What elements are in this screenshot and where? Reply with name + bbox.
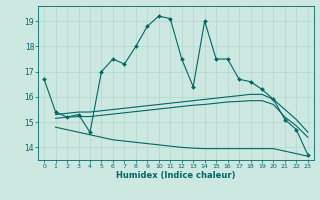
X-axis label: Humidex (Indice chaleur): Humidex (Indice chaleur) [116, 171, 236, 180]
